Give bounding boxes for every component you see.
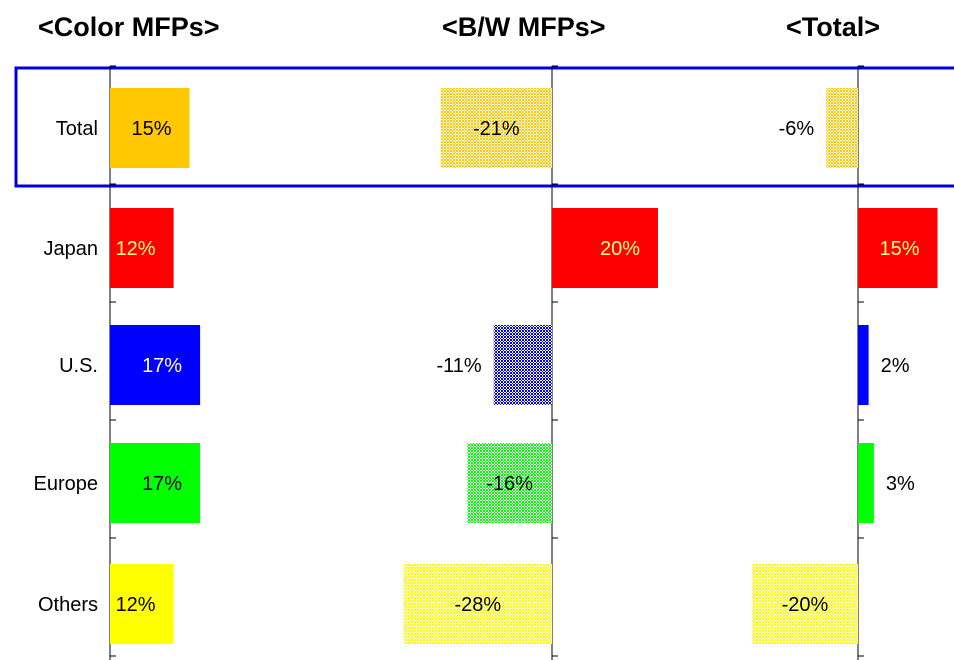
bar	[552, 208, 658, 288]
bar	[858, 325, 869, 405]
panel-title-total: <Total>	[786, 12, 881, 42]
category-label: U.S.	[59, 355, 98, 377]
bar	[752, 564, 858, 644]
panel-title-bw: <B/W MFPs>	[442, 12, 606, 42]
bar	[110, 88, 190, 168]
data-label: 12%	[116, 594, 156, 616]
bar	[110, 208, 174, 288]
bar	[467, 443, 552, 523]
data-label: 2%	[881, 355, 910, 377]
bar	[440, 88, 552, 168]
data-label: -28%	[454, 594, 501, 616]
data-label: 15%	[879, 238, 919, 260]
bar	[826, 88, 858, 168]
bar	[858, 443, 874, 523]
bar	[858, 208, 938, 288]
data-label: -6%	[779, 118, 815, 140]
bar	[493, 325, 552, 405]
bar	[110, 564, 174, 644]
bar	[403, 564, 552, 644]
bar	[110, 325, 201, 405]
data-label: -21%	[473, 118, 520, 140]
category-label: Europe	[34, 473, 99, 495]
data-label: 3%	[886, 473, 915, 495]
data-label: 12%	[116, 238, 156, 260]
category-label: Others	[38, 594, 98, 616]
data-label: 20%	[600, 238, 640, 260]
data-label: -20%	[782, 594, 829, 616]
data-label: -16%	[486, 473, 533, 495]
panel-title-color: <Color MFPs>	[38, 12, 220, 42]
category-label: Japan	[44, 238, 99, 260]
data-label: 17%	[142, 473, 182, 495]
bar	[110, 443, 201, 523]
data-label: -11%	[436, 355, 481, 377]
data-label: 17%	[142, 355, 182, 377]
data-label: 15%	[131, 118, 171, 140]
category-label: Total	[56, 118, 98, 140]
highlight-box-total	[14, 66, 954, 188]
